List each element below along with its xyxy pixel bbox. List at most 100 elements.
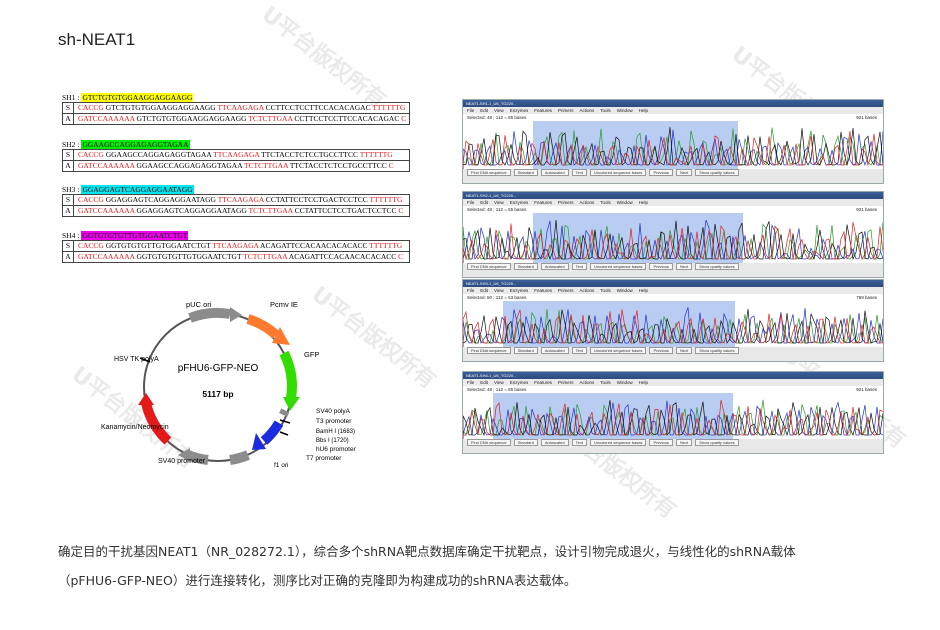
menu-item-help[interactable]: Help — [638, 200, 649, 205]
footer-control-prev[interactable]: Previous — [649, 347, 673, 354]
footer-control-b2[interactable]: Autoscaled — [540, 263, 569, 270]
strand-label: S — [63, 150, 74, 160]
sequence-middle: GGAGGAGTCAGGAGGAATAGG — [103, 195, 218, 204]
menu-item-window[interactable]: Window — [616, 108, 633, 113]
menu-item-view[interactable]: View — [494, 108, 504, 113]
menu-item-actions[interactable]: Actions — [579, 288, 595, 293]
footer-control-next[interactable]: Next — [676, 439, 693, 446]
footer-control-b4[interactable]: Uncolored sequence bases — [589, 169, 647, 176]
menu-item-actions[interactable]: Actions — [579, 380, 595, 385]
menu-item-primers[interactable]: Primers — [558, 108, 574, 113]
menu-item-tools[interactable]: Tools — [600, 200, 611, 205]
menu-item-edit[interactable]: Edit — [480, 200, 489, 205]
menu-item-edit[interactable]: Edit — [480, 380, 489, 385]
chromatogram-window[interactable]: NEAT1-SH1-1_U6_TG220... File Edit View Enzym… — [462, 99, 884, 184]
menu-item-primers[interactable]: Primers — [558, 200, 574, 205]
menu-item-tools[interactable]: Tools — [600, 380, 611, 385]
sequence-rest: TTCTACCTCTCCTGCCTTCC — [288, 161, 389, 170]
chromatogram-trace[interactable] — [462, 393, 884, 439]
menu-item-primers[interactable]: Primers — [558, 380, 574, 385]
shrna-label: SH3: GGAGGAGTCAGGAGGAATAGG — [62, 185, 410, 195]
menu-item-enzymes[interactable]: Enzymes — [509, 200, 529, 205]
sequence-prefix: GATCCAAAAAA — [78, 206, 135, 215]
shrna-block: SH4: GGTGTGTGTTGTGGAATCTGT S CACCG GGTGTGTG… — [62, 231, 410, 263]
menu-item-tools[interactable]: Tools — [600, 288, 611, 293]
menu-item-enzymes[interactable]: Enzymes — [509, 288, 529, 293]
window-titlebar[interactable]: NEAT1-SH2-1_U6_TG220... — [463, 192, 883, 199]
menu-item-file[interactable]: File — [467, 108, 475, 113]
menu-item-primers[interactable]: Primers — [558, 288, 574, 293]
chromatogram-trace[interactable] — [462, 213, 884, 263]
chromatogram-window[interactable]: NEAT1-SH3-1_U6_TG220... File Edit View Enzym… — [462, 279, 884, 362]
menu-item-file[interactable]: File — [467, 200, 475, 205]
footer-control-find[interactable]: Find DNA sequence — [467, 439, 511, 446]
footer-control-b4[interactable]: Uncolored sequence bases — [589, 439, 647, 446]
footer-control-b1[interactable]: Standard — [513, 347, 538, 354]
menu-item-features[interactable]: Features — [534, 200, 552, 205]
footer-control-show[interactable]: Show quality values — [695, 347, 739, 354]
sequence-loop: TCTCTTGAA — [243, 161, 289, 170]
footer-control-b3[interactable]: Text — [571, 263, 587, 270]
menu-item-view[interactable]: View — [494, 200, 504, 205]
footer-control-next[interactable]: Next — [676, 347, 693, 354]
chromatogram-trace[interactable] — [462, 121, 884, 169]
footer-control-next[interactable]: Next — [676, 263, 693, 270]
chromatogram-window[interactable]: NEAT1-SH2-1_U6_TG220... File Edit View Enzym… — [462, 191, 884, 278]
selection-info: Selected: 48 ; 112 = 65 bases 921 bases — [463, 114, 883, 121]
menu-item-features[interactable]: Features — [534, 108, 552, 113]
footer-control-b1[interactable]: Standard — [513, 263, 538, 270]
menu-item-edit[interactable]: Edit — [480, 288, 489, 293]
window-titlebar[interactable]: NEAT1-SH1-1_U6_TG220... — [463, 100, 883, 107]
chromatogram-window[interactable]: NEAT1-SH4-1_U6_TG220... File Edit View Enzym… — [462, 371, 884, 454]
footer-control-b2[interactable]: Autoscaled — [540, 439, 569, 446]
menu-item-features[interactable]: Features — [534, 288, 552, 293]
menu-item-window[interactable]: Window — [616, 288, 633, 293]
footer-control-b1[interactable]: Standard — [513, 439, 538, 446]
menu-bar: File Edit View Enzymes Features Primers Action… — [463, 287, 883, 294]
sequence-middle: GGAAGCCAGGAGAGGTAGAA — [134, 161, 244, 170]
hu6-feature — [260, 420, 284, 445]
footer-control-show[interactable]: Show quality values — [695, 169, 739, 176]
plasmid-map: pUC ori Pcmv IE GFP SV40 polyA T3 promot… — [101, 300, 357, 469]
menu-item-features[interactable]: Features — [534, 380, 552, 385]
menu-item-view[interactable]: View — [494, 288, 504, 293]
menu-item-enzymes[interactable]: Enzymes — [509, 108, 529, 113]
window-titlebar[interactable]: NEAT1-SH3-1_U6_TG220... — [463, 280, 883, 287]
menu-item-file[interactable]: File — [467, 288, 475, 293]
menu-item-help[interactable]: Help — [638, 108, 649, 113]
chromatogram-trace[interactable] — [462, 301, 884, 347]
window-titlebar[interactable]: NEAT1-SH4-1_U6_TG220... — [463, 372, 883, 379]
trace-plot — [462, 121, 884, 169]
menu-item-window[interactable]: Window — [616, 380, 633, 385]
footer-control-b4[interactable]: Uncolored sequence bases — [589, 347, 647, 354]
footer-control-show[interactable]: Show quality values — [695, 439, 739, 446]
footer-control-b2[interactable]: Autoscaled — [540, 169, 569, 176]
menu-item-edit[interactable]: Edit — [480, 108, 489, 113]
footer-control-b2[interactable]: Autoscaled — [540, 347, 569, 354]
footer-control-b3[interactable]: Text — [571, 347, 587, 354]
footer-control-b3[interactable]: Text — [571, 169, 587, 176]
menu-item-tools[interactable]: Tools — [600, 108, 611, 113]
menu-item-help[interactable]: Help — [638, 380, 649, 385]
menu-item-window[interactable]: Window — [616, 200, 633, 205]
menu-item-help[interactable]: Help — [638, 288, 649, 293]
menu-item-view[interactable]: View — [494, 380, 504, 385]
footer-control-show[interactable]: Show quality values — [695, 263, 739, 270]
footer-control-prev[interactable]: Previous — [649, 439, 673, 446]
footer-control-find[interactable]: Find DNA sequence — [467, 263, 511, 270]
shrna-block: SH1: GTCTGTGTGGAAGGAGGAAGG S CACCG GTCTGTGT… — [62, 93, 410, 125]
sequence-rest: CCTTCCTCCTTCCACACAGAC — [263, 103, 373, 112]
footer-control-find[interactable]: Find DNA sequence — [467, 347, 511, 354]
base-count: 921 bases — [856, 115, 877, 120]
footer-control-prev[interactable]: Previous — [649, 169, 673, 176]
footer-control-next[interactable]: Next — [676, 169, 693, 176]
footer-control-b4[interactable]: Uncolored sequence bases — [589, 263, 647, 270]
footer-control-b1[interactable]: Standard — [513, 169, 538, 176]
menu-item-actions[interactable]: Actions — [579, 200, 595, 205]
footer-control-prev[interactable]: Previous — [649, 263, 673, 270]
menu-item-actions[interactable]: Actions — [579, 108, 595, 113]
footer-control-b3[interactable]: Text — [571, 439, 587, 446]
menu-item-enzymes[interactable]: Enzymes — [509, 380, 529, 385]
menu-item-file[interactable]: File — [467, 380, 475, 385]
footer-control-find[interactable]: Find DNA sequence — [467, 169, 511, 176]
